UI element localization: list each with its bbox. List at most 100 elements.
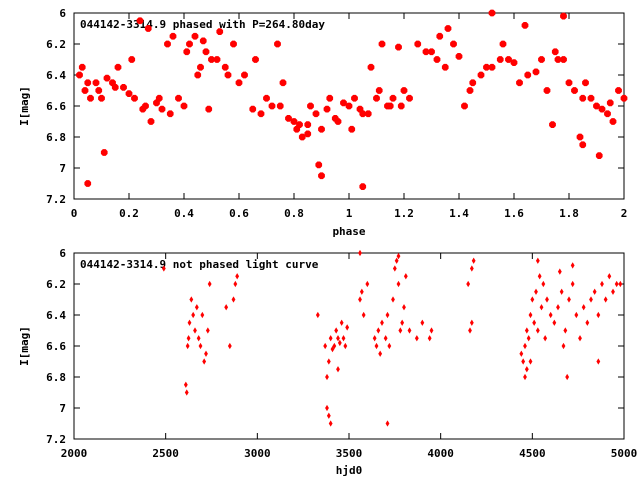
data-point: [548, 311, 553, 319]
data-point: [345, 324, 350, 331]
data-point: [95, 87, 103, 94]
phased-y-tick-label: 7: [59, 162, 66, 175]
data-point: [603, 296, 608, 303]
data-point: [373, 94, 380, 102]
data-point: [543, 335, 548, 342]
data-point: [202, 358, 207, 365]
data-point: [128, 56, 136, 63]
data-point: [81, 87, 89, 94]
data-point: [576, 133, 584, 141]
data-point: [535, 257, 540, 264]
data-point: [194, 304, 199, 311]
data-point: [468, 327, 472, 334]
data-point: [528, 358, 533, 365]
data-point: [539, 304, 544, 311]
data-point: [200, 311, 205, 319]
data-point: [249, 105, 257, 113]
data-point: [483, 63, 490, 71]
data-point: [385, 311, 390, 319]
data-point: [422, 48, 430, 56]
data-point: [595, 152, 603, 160]
phased-light-curve-chart: 044142-3314.9 phased with P=264.80day ph…: [18, 7, 628, 238]
data-point: [142, 102, 149, 110]
data-point: [341, 335, 346, 342]
data-point: [136, 17, 144, 25]
data-point: [380, 319, 384, 326]
data-point: [336, 335, 340, 342]
data-point: [589, 296, 593, 303]
data-point: [364, 110, 372, 118]
data-point: [221, 63, 229, 71]
data-point: [318, 125, 325, 133]
data-point: [488, 9, 496, 17]
data-point: [158, 105, 166, 113]
data-point: [524, 327, 529, 334]
phased-x-tick-label: 0: [71, 207, 78, 220]
data-point: [198, 342, 203, 350]
unphased-x-tick-label: 5000: [611, 447, 638, 460]
unphased-y-ticks: 6 6.2 6.4 6.6 6.8 7 7.2: [46, 247, 624, 446]
data-point: [326, 412, 331, 419]
data-point: [524, 71, 532, 79]
data-point: [87, 94, 94, 102]
data-point: [315, 161, 323, 169]
data-point: [532, 319, 537, 326]
data-point: [100, 149, 108, 156]
data-point: [332, 342, 337, 350]
data-point: [144, 25, 152, 32]
phased-x-tick-label: 1.2: [394, 207, 414, 220]
data-point: [579, 94, 587, 102]
data-point: [328, 420, 333, 427]
data-point: [166, 110, 174, 118]
data-point: [541, 280, 546, 288]
data-point: [183, 381, 188, 388]
data-point: [191, 311, 196, 319]
data-point: [323, 105, 331, 113]
data-point: [534, 288, 538, 295]
data-point: [285, 115, 292, 122]
data-point: [570, 262, 575, 269]
data-point: [471, 257, 476, 264]
data-point: [392, 265, 397, 272]
phased-x-tick-label: 0.8: [284, 207, 304, 220]
data-point: [545, 296, 549, 303]
data-point: [523, 342, 527, 350]
phased-x-tick-label: 1.6: [504, 207, 524, 220]
unphased-x-tick-label: 4000: [427, 447, 454, 460]
data-point: [98, 94, 105, 102]
data-point: [466, 280, 471, 288]
data-point: [526, 335, 531, 342]
data-point: [120, 84, 127, 91]
data-point: [208, 56, 215, 63]
data-point: [376, 327, 381, 334]
data-point: [351, 94, 358, 102]
data-point: [114, 63, 122, 71]
data-point: [524, 366, 529, 373]
data-point: [161, 265, 166, 272]
data-point: [543, 87, 551, 94]
data-point: [274, 40, 281, 48]
data-point: [538, 56, 545, 63]
unphased-x-axis-title: hjd0: [336, 464, 363, 477]
data-point: [414, 335, 419, 342]
data-point: [499, 40, 507, 48]
phased-y-tick-label: 6: [59, 7, 66, 20]
data-point: [516, 79, 523, 87]
data-point: [205, 105, 213, 113]
data-point: [429, 327, 434, 334]
data-point: [339, 319, 344, 326]
data-point: [92, 79, 100, 87]
unphased-plot-frame: [73, 252, 625, 440]
data-point: [596, 358, 601, 365]
data-point: [466, 87, 474, 94]
data-point: [199, 37, 207, 45]
data-point: [78, 63, 86, 71]
phased-x-ticks: 0 0.2 0.4 0.6 0.8 1 1.2 1.4 1.6 1.8 2: [71, 13, 627, 220]
data-point: [193, 327, 197, 334]
data-point: [579, 141, 587, 149]
data-point: [414, 40, 422, 48]
data-point: [592, 288, 597, 295]
data-point: [615, 87, 622, 94]
phased-x-axis-title: phase: [332, 225, 365, 238]
data-point: [328, 335, 333, 342]
